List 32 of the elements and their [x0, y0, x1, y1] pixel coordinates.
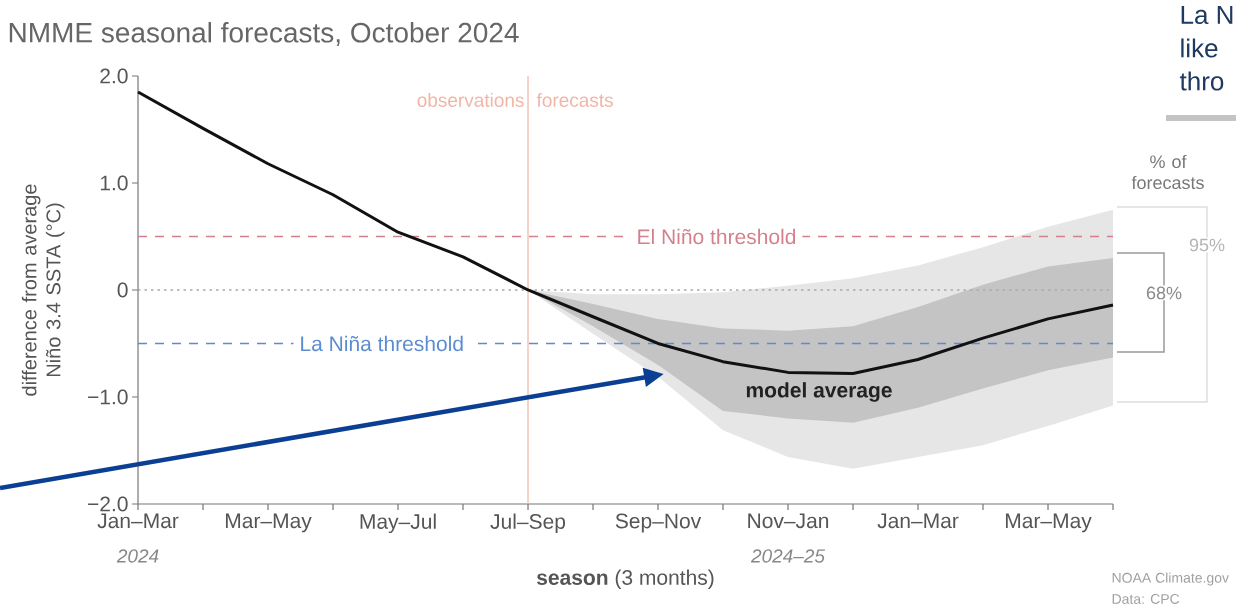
chart-title: NMME seasonal forecasts, October 2024: [9, 22, 519, 46]
text: 2024: [116, 549, 159, 563]
annotation: forecasts: [536, 93, 613, 107]
y-tick-label: −1.0: [88, 389, 128, 405]
x-tick-label: Sep–Nov: [615, 513, 702, 533]
text: 2024–25: [750, 549, 826, 563]
x-tick-label: Mar–May: [1005, 513, 1092, 533]
text: like: [1181, 38, 1218, 58]
text: La N: [1181, 5, 1233, 25]
ref-line-label: El Niño threshold: [638, 228, 796, 245]
y-tick-label: 0: [117, 282, 128, 298]
annotation: model average: [746, 382, 892, 402]
text: Data: CPC: [1112, 594, 1180, 604]
y-tick-label: −2.0: [88, 496, 128, 512]
line-series: [136, 90, 1115, 375]
x-tick-label: May–Jul: [360, 513, 436, 534]
x-tick-label: Mar–May: [225, 513, 312, 533]
text: % of forecasts: [1131, 154, 1204, 190]
x-axis-title: season (3 months): [536, 569, 714, 590]
x-tick-label: Nov–Jan: [748, 513, 829, 529]
y-tick-label: 1.0: [100, 175, 128, 191]
text: thro: [1179, 71, 1224, 91]
y-axis-title: difference from average Niño 3.4 SSTA (°C): [21, 184, 65, 396]
text: 68%: [1146, 286, 1182, 300]
x-tick-label: Jul–Sep: [490, 513, 566, 534]
ref-line-label: La Niña threshold: [301, 335, 463, 352]
ref-line-label: observations: [417, 93, 524, 107]
y-tick-label: 2.0: [100, 68, 128, 84]
text: 95%: [1189, 238, 1225, 252]
x-tick-label: Jan–Mar: [97, 513, 179, 529]
text: NOAA Climate.gov: [1112, 572, 1229, 586]
x-tick-label: Jan–Mar: [877, 513, 959, 529]
